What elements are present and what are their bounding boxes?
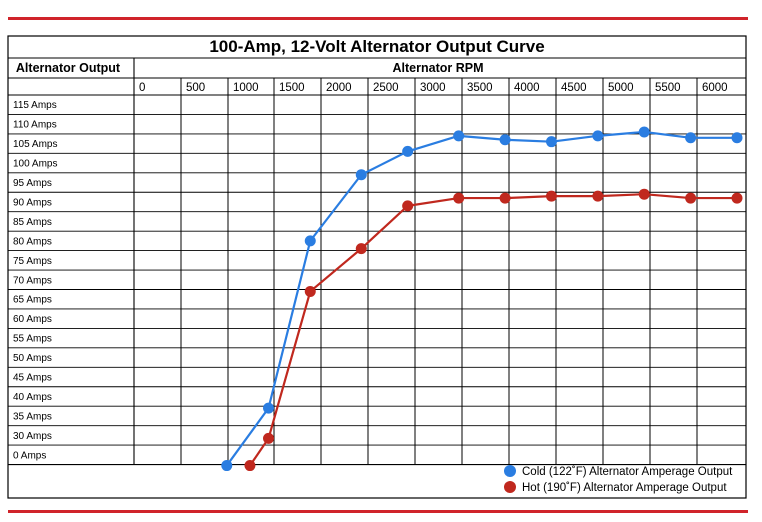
x-tick-label: 1000 xyxy=(233,82,259,94)
bottom-red-rule xyxy=(8,510,748,513)
x-axis-header: Alternator RPM xyxy=(393,61,484,75)
data-point-cold xyxy=(638,126,650,138)
data-point-hot xyxy=(263,432,275,444)
x-tick-label: 5000 xyxy=(608,82,634,94)
data-point-cold xyxy=(221,460,233,472)
series-line-cold xyxy=(225,130,737,467)
x-tick-label: 4000 xyxy=(514,82,540,94)
y-tick-label: 65 Amps xyxy=(13,295,52,306)
x-tick-label: 5500 xyxy=(655,82,681,94)
y-tick-label: 105 Amps xyxy=(13,139,57,150)
data-point-cold xyxy=(592,130,604,142)
legend-label-cold: Cold (122˚F) Alternator Amperage Output xyxy=(522,466,733,478)
data-point-cold xyxy=(263,402,275,414)
y-tick-label: 0 Amps xyxy=(13,450,46,461)
data-point-cold xyxy=(355,169,367,181)
y-tick-label: 95 Amps xyxy=(13,178,52,189)
y-tick-label: 80 Amps xyxy=(13,236,52,247)
y-tick-label: 70 Amps xyxy=(13,275,52,286)
data-point-hot xyxy=(244,460,256,472)
x-tick-label: 2500 xyxy=(373,82,399,94)
data-point-hot xyxy=(453,192,465,204)
x-tick-label: 6000 xyxy=(702,82,728,94)
data-point-hot xyxy=(355,243,367,255)
legend-marker-hot xyxy=(504,481,516,493)
chart-frame xyxy=(7,35,747,499)
data-point-hot xyxy=(685,192,697,204)
y-tick-label: 75 Amps xyxy=(13,256,52,267)
x-tick-label: 2000 xyxy=(326,82,352,94)
y-tick-label: 110 Amps xyxy=(13,120,57,131)
data-point-cold xyxy=(685,132,697,144)
data-point-cold xyxy=(731,132,743,144)
series-line-hot xyxy=(249,193,737,467)
top-red-rule xyxy=(8,17,748,20)
y-tick-label: 85 Amps xyxy=(13,217,52,228)
data-point-cold xyxy=(545,136,557,148)
y-tick-label: 90 Amps xyxy=(13,197,52,208)
chart-title: 100-Amp, 12-Volt Alternator Output Curve xyxy=(209,37,544,56)
y-tick-label: 35 Amps xyxy=(13,411,52,422)
data-point-cold xyxy=(453,130,465,142)
y-tick-label: 60 Amps xyxy=(13,314,52,325)
x-tick-label: 3500 xyxy=(467,82,493,94)
y-tick-label: 45 Amps xyxy=(13,373,52,384)
data-point-cold xyxy=(402,145,414,157)
data-point-hot xyxy=(402,200,414,212)
legend-marker-cold xyxy=(504,465,516,477)
data-point-hot xyxy=(638,188,650,200)
x-tick-label: 3000 xyxy=(420,82,446,94)
y-tick-label: 55 Amps xyxy=(13,334,52,345)
data-point-hot xyxy=(731,192,743,204)
data-point-hot xyxy=(592,190,604,202)
y-tick-label: 50 Amps xyxy=(13,353,52,364)
y-tick-label: 115 Amps xyxy=(13,100,57,111)
x-tick-label: 500 xyxy=(186,82,205,94)
y-tick-label: 40 Amps xyxy=(13,392,52,403)
data-point-cold xyxy=(304,235,316,247)
x-tick-label: 4500 xyxy=(561,82,587,94)
x-tick-label: 0 xyxy=(139,82,145,94)
legend-label-hot: Hot (190˚F) Alternator Amperage Output xyxy=(522,482,727,494)
y-axis-header: Alternator Output xyxy=(16,61,121,75)
data-point-hot xyxy=(304,285,316,297)
data-point-hot xyxy=(545,190,557,202)
y-tick-label: 100 Amps xyxy=(13,159,57,170)
data-point-cold xyxy=(499,134,511,146)
y-tick-label: 30 Amps xyxy=(13,431,52,442)
x-tick-label: 1500 xyxy=(279,82,305,94)
data-point-hot xyxy=(499,192,511,204)
